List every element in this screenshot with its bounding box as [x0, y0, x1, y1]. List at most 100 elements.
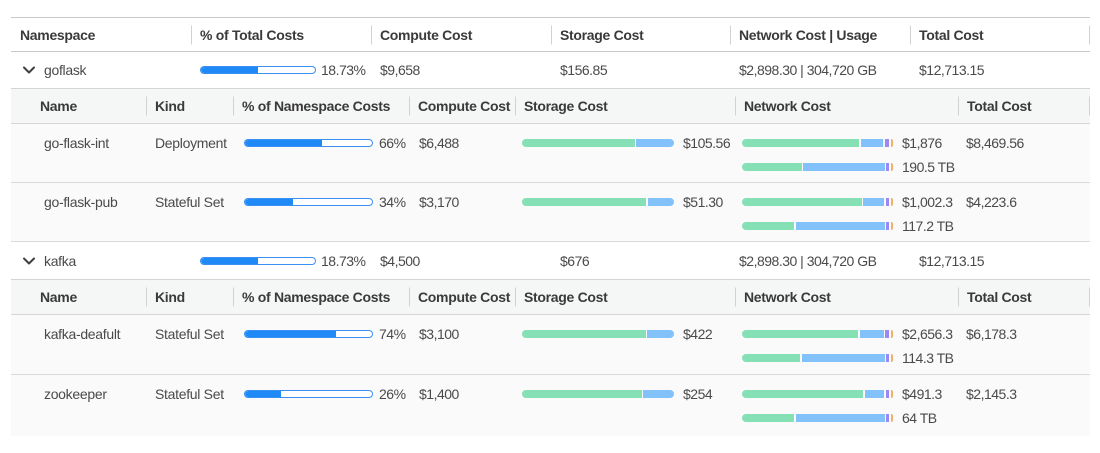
column-header-compute-cost: Compute Cost [371, 18, 551, 51]
network-cost-bar-purple-segment [885, 330, 889, 338]
sub-column-header-total-cost: Total Cost [958, 89, 1090, 123]
sub-column-header-name-label: Name [40, 289, 77, 305]
workload-row-zookeeper[interactable]: zookeeper Stateful Set 26% $1,400 $254 [11, 375, 1090, 436]
network-usage-bar-purple-segment [886, 163, 890, 171]
sub-column-header-network-cost-label: Network Cost [744, 98, 831, 114]
network-usage-bar-green-segment [742, 163, 802, 171]
sub-column-header-pct-namespace-costs-label: % of Namespace Costs [242, 98, 391, 114]
pct-namespace-costs-value: 74% [379, 326, 406, 342]
goflask-workloads-subtable: Name Kind % of Namespace Costs Compute C… [11, 89, 1090, 242]
storage-bar-green-segment [522, 330, 646, 338]
pct-namespace-costs-bar [244, 139, 373, 147]
sub-column-header-total-cost-label: Total Cost [967, 98, 1032, 114]
sub-column-header-kind-label: Kind [155, 289, 185, 305]
compute-cost-value: $9,658 [380, 62, 420, 78]
workload-kind: Deployment [155, 135, 227, 151]
network-cost-bar-purple-segment [885, 198, 890, 206]
sub-column-header-pct-namespace-costs: % of Namespace Costs [233, 280, 409, 314]
network-cost-bar [742, 198, 893, 206]
storage-bar-green-segment [522, 139, 635, 147]
storage-bar-blue-segment [636, 139, 674, 147]
pct-total-costs-bar [200, 256, 316, 265]
network-cost-bar-purple-segment [885, 390, 890, 398]
chevron-down-icon[interactable] [23, 66, 35, 74]
workload-row-go-flask-int[interactable]: go-flask-int Deployment 66% $6,488 $105.… [11, 124, 1090, 183]
column-header-pct-total-costs: % of Total Costs [191, 18, 371, 51]
workload-row-go-flask-pub[interactable]: go-flask-pub Stateful Set 34% $3,170 $51… [11, 183, 1090, 242]
network-usage-bar [742, 163, 893, 171]
network-cost-usage-value: $2,898.30 | 304,720 GB [739, 252, 877, 269]
network-usage-bar-orange-segment [890, 222, 893, 230]
workload-name: go-flask-pub [44, 194, 118, 210]
network-usage-value: 114.3 TB [902, 350, 954, 366]
network-usage-bar-blue-segment [795, 222, 885, 230]
pct-namespace-costs-bar [244, 330, 373, 338]
network-usage-value: 117.2 TB [902, 218, 954, 234]
storage-bar-green-segment [522, 390, 642, 398]
storage-bar-blue-segment [647, 198, 674, 206]
column-header-total-cost: Total Cost [910, 18, 1090, 51]
compute-cost-value: $4,500 [380, 252, 420, 269]
namespace-name: goflask [44, 62, 87, 78]
storage-bar-green-segment [522, 198, 647, 206]
network-cost-bar-blue-segment [859, 330, 884, 338]
pct-namespace-costs-value: 34% [379, 194, 406, 210]
network-cost-bar [742, 330, 893, 338]
compute-cost-value: $3,170 [419, 194, 459, 210]
sub-column-header-pct-namespace-costs: % of Namespace Costs [233, 89, 409, 123]
network-usage-value: 64 TB [902, 410, 937, 426]
sub-column-header-network-cost: Network Cost [735, 280, 958, 314]
storage-cost-value: $156.85 [560, 62, 608, 78]
storage-cost-bar [522, 139, 674, 147]
workload-kind: Stateful Set [155, 326, 224, 342]
pct-total-costs-value: 18.73% [321, 62, 366, 78]
sub-column-header-kind: Kind [146, 89, 233, 123]
pct-total-costs-bar [200, 66, 316, 74]
column-header-network-cost-usage: Network Cost | Usage [730, 18, 910, 51]
network-usage-bar [742, 414, 893, 422]
network-cost-bar-green-segment [742, 330, 858, 338]
column-header-namespace: Namespace [11, 18, 191, 51]
total-cost-value: $6,178.3 [966, 326, 1017, 342]
network-usage-bar-orange-segment [890, 414, 893, 422]
network-usage-bar-blue-segment [801, 354, 885, 362]
storage-cost-bar [522, 330, 674, 338]
sub-column-header-network-cost: Network Cost [735, 89, 958, 123]
storage-bar-blue-segment [643, 390, 674, 398]
sub-header-row: Name Kind % of Namespace Costs Compute C… [11, 280, 1090, 315]
network-cost-bar-green-segment [742, 390, 864, 398]
sub-column-header-name: Name [11, 280, 146, 314]
network-cost-value: $1,876 [902, 135, 942, 151]
pct-namespace-costs-bar [244, 390, 373, 398]
network-cost-bar-orange-segment [890, 198, 893, 206]
workload-row-kafka-deafult[interactable]: kafka-deafult Stateful Set 74% $3,100 $4… [11, 315, 1090, 375]
network-usage-bar [742, 354, 893, 362]
sub-column-header-storage-cost: Storage Cost [515, 280, 735, 314]
network-cost-value: $491.3 [902, 386, 942, 402]
storage-cost-value: $51.30 [683, 194, 723, 210]
network-usage-bar-purple-segment [886, 354, 889, 362]
network-cost-bar-blue-segment [860, 139, 884, 147]
sub-column-header-name-label: Name [40, 98, 77, 114]
workload-name: zookeeper [44, 386, 107, 402]
header-right-separator [1089, 18, 1090, 51]
network-cost-bar [742, 390, 893, 398]
sub-header-row: Name Kind % of Namespace Costs Compute C… [11, 89, 1090, 124]
column-header-storage-cost: Storage Cost [551, 18, 730, 51]
sub-header-right-separator [1089, 280, 1090, 314]
network-cost-bar-orange-segment [890, 139, 893, 147]
network-cost-bar-orange-segment [890, 330, 893, 338]
namespace-row-kafka[interactable]: kafka 18.73% $4,500 $676 $2,898.30 | 304… [11, 242, 1090, 280]
chevron-down-icon[interactable] [23, 257, 35, 265]
sub-column-header-total-cost: Total Cost [958, 280, 1090, 314]
column-header-total-cost-label: Total Cost [919, 26, 984, 43]
storage-cost-value: $254 [683, 386, 713, 402]
namespace-row-goflask[interactable]: goflask 18.73% $9,658 $156.85 $2,898.30 … [11, 52, 1090, 89]
sub-header-right-separator [1089, 89, 1090, 123]
network-usage-bar-purple-segment [886, 222, 890, 230]
storage-cost-bar [522, 390, 674, 398]
column-header-namespace-label: Namespace [20, 26, 96, 43]
sub-column-header-compute-cost: Compute Cost [409, 89, 515, 123]
network-cost-bar [742, 139, 893, 147]
sub-column-header-total-cost-label: Total Cost [967, 289, 1032, 305]
